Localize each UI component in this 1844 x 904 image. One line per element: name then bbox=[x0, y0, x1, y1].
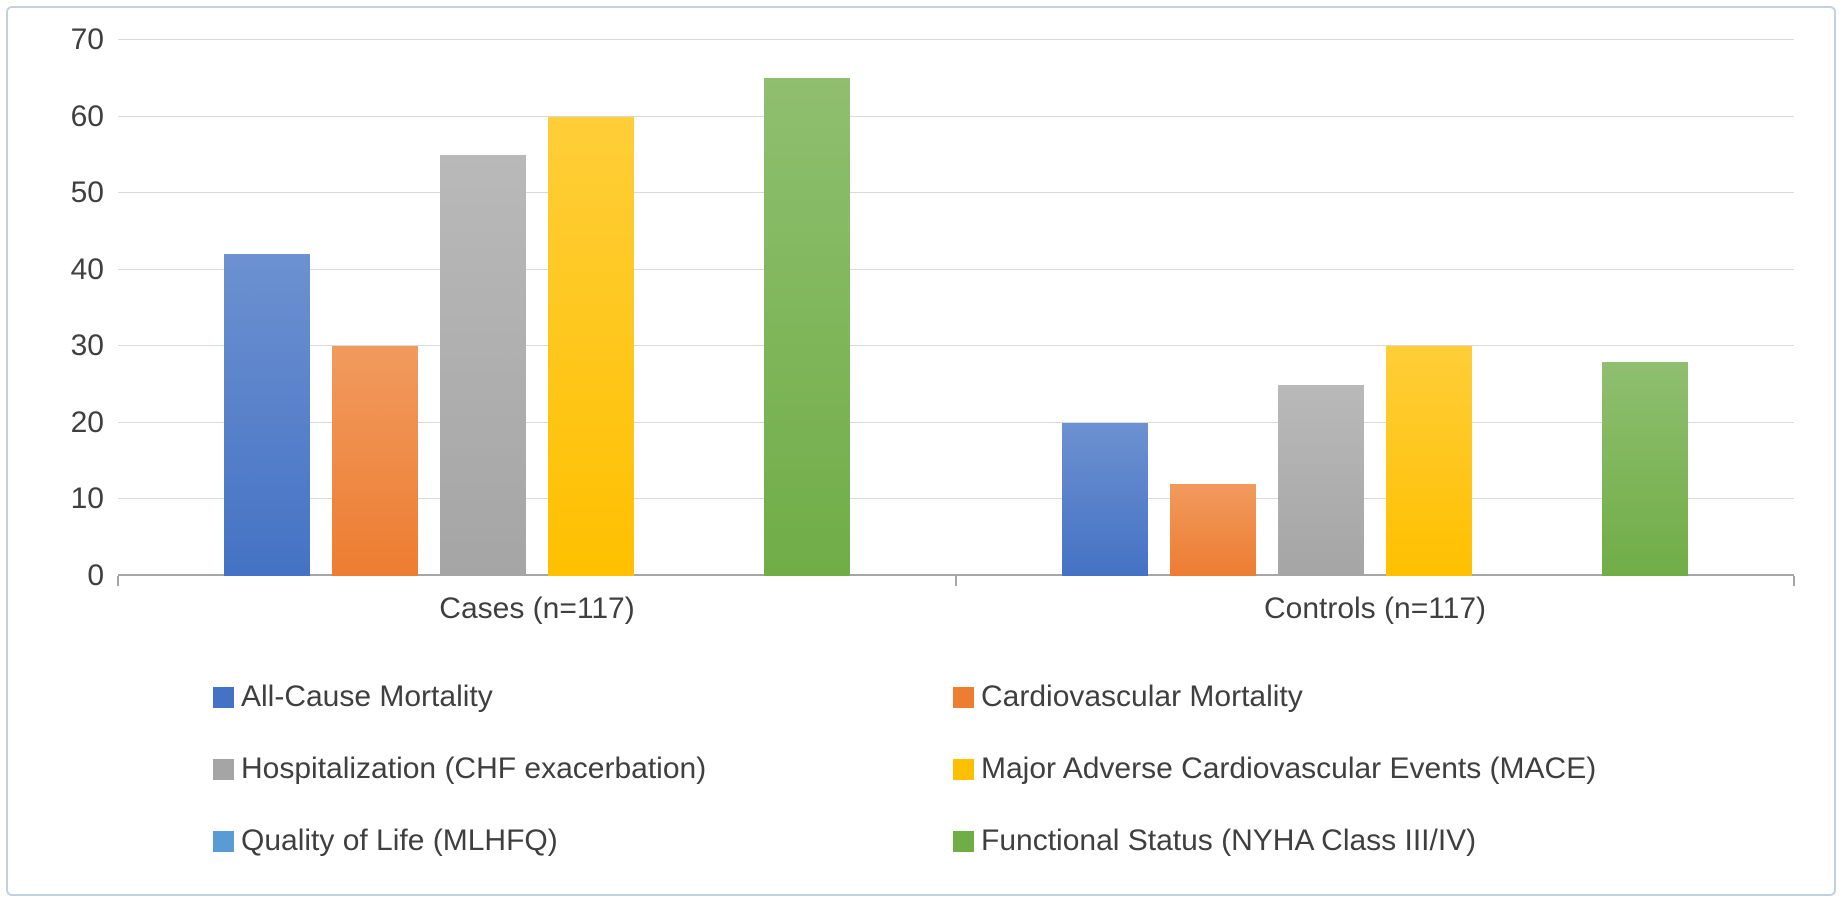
bar-all-cause-mortality-2 bbox=[1062, 422, 1148, 576]
gridline-40 bbox=[118, 268, 1794, 270]
legend-marker-icon bbox=[213, 686, 234, 708]
bar-functional-status-nyha-class-iii-iv-2 bbox=[1602, 361, 1688, 576]
y-tick-label-0: 0 bbox=[87, 559, 104, 592]
category-group-2 bbox=[956, 40, 1794, 576]
x-axis-tick bbox=[117, 576, 119, 586]
x-axis-tick bbox=[955, 576, 957, 586]
x-axis-labels: Cases (n=117) Controls (n=117) bbox=[118, 592, 1794, 626]
bar-cardiovascular-mortality-2 bbox=[1170, 484, 1256, 576]
legend-item-quality-of-life-mlhfq: Quality of Life (MLHFQ) bbox=[213, 824, 953, 858]
x-category-label-1: Cases (n=117) bbox=[439, 592, 635, 625]
legend-marker-icon bbox=[953, 830, 974, 852]
plot-area: 0 10 20 30 40 50 60 70 bbox=[71, 23, 1795, 592]
y-tick-label-60: 60 bbox=[70, 99, 104, 133]
bar-hospitalization-chf-exacerbation-2 bbox=[1278, 384, 1364, 576]
legend-marker-icon bbox=[213, 830, 234, 852]
legend-item-label: Cardiovascular Mortality bbox=[981, 680, 1303, 713]
legend-item-functional-status-nyha-class-iii-iv: Functional Status (NYHA Class III/IV) bbox=[953, 824, 1613, 858]
category-group-1 bbox=[118, 40, 956, 576]
legend-item-hospitalization-chf-exacerbation: Hospitalization (CHF exacerbation) bbox=[213, 752, 953, 786]
y-tick-label-20: 20 bbox=[70, 405, 104, 439]
bar-functional-status-nyha-class-iii-iv-1 bbox=[764, 78, 850, 576]
bar-all-cause-mortality-1 bbox=[224, 254, 310, 576]
legend-marker-icon bbox=[213, 758, 234, 780]
y-tick-label-30: 30 bbox=[70, 329, 104, 363]
legend-item-cardiovascular-mortality: Cardiovascular Mortality bbox=[953, 680, 1613, 714]
x-axis-line bbox=[118, 574, 1794, 576]
legend-item-label: Functional Status (NYHA Class III/IV) bbox=[981, 824, 1477, 857]
legend: All-Cause Mortality Cardiovascular Mortal… bbox=[213, 680, 1613, 858]
legend-item-all-cause-mortality: All-Cause Mortality bbox=[213, 680, 953, 714]
legend-item-major-adverse-cardiovascular-events-mace: Major Adverse Cardiovascular Events (MAC… bbox=[953, 752, 1613, 786]
gridline-30 bbox=[118, 345, 1794, 347]
chart-frame: 0 10 20 30 40 50 60 70 Cases (n=117) Controls (n… bbox=[6, 6, 1836, 896]
gridline-70 bbox=[118, 39, 1794, 40]
legend-item-label: Major Adverse Cardiovascular Events (MAC… bbox=[981, 752, 1597, 785]
bar-hospitalization-chf-exacerbation-1 bbox=[440, 154, 526, 576]
y-tick-label-70: 70 bbox=[70, 23, 104, 56]
x-category-label-2: Controls (n=117) bbox=[1263, 592, 1487, 625]
bar-groups bbox=[118, 40, 1794, 576]
y-tick-label-40: 40 bbox=[70, 252, 104, 286]
bar-major-adverse-cardiovascular-events-mace-2 bbox=[1386, 346, 1472, 576]
gridline-50 bbox=[118, 192, 1794, 194]
y-tick-label-10: 10 bbox=[70, 482, 104, 516]
bar-major-adverse-cardiovascular-events-mace-1 bbox=[548, 116, 634, 576]
legend-item-label: Hospitalization (CHF exacerbation) bbox=[241, 752, 707, 785]
legend-item-label: All-Cause Mortality bbox=[241, 680, 493, 713]
gridline-10 bbox=[118, 498, 1794, 500]
gridline-60 bbox=[118, 115, 1794, 117]
legend-marker-icon bbox=[953, 686, 974, 708]
legend-item-label: Quality of Life (MLHFQ) bbox=[241, 824, 558, 857]
y-tick-label-50: 50 bbox=[70, 176, 104, 210]
x-axis-tick bbox=[1793, 576, 1795, 586]
legend-marker-icon bbox=[953, 758, 974, 780]
bar-cardiovascular-mortality-1 bbox=[332, 346, 418, 576]
gridline-20 bbox=[118, 421, 1794, 423]
